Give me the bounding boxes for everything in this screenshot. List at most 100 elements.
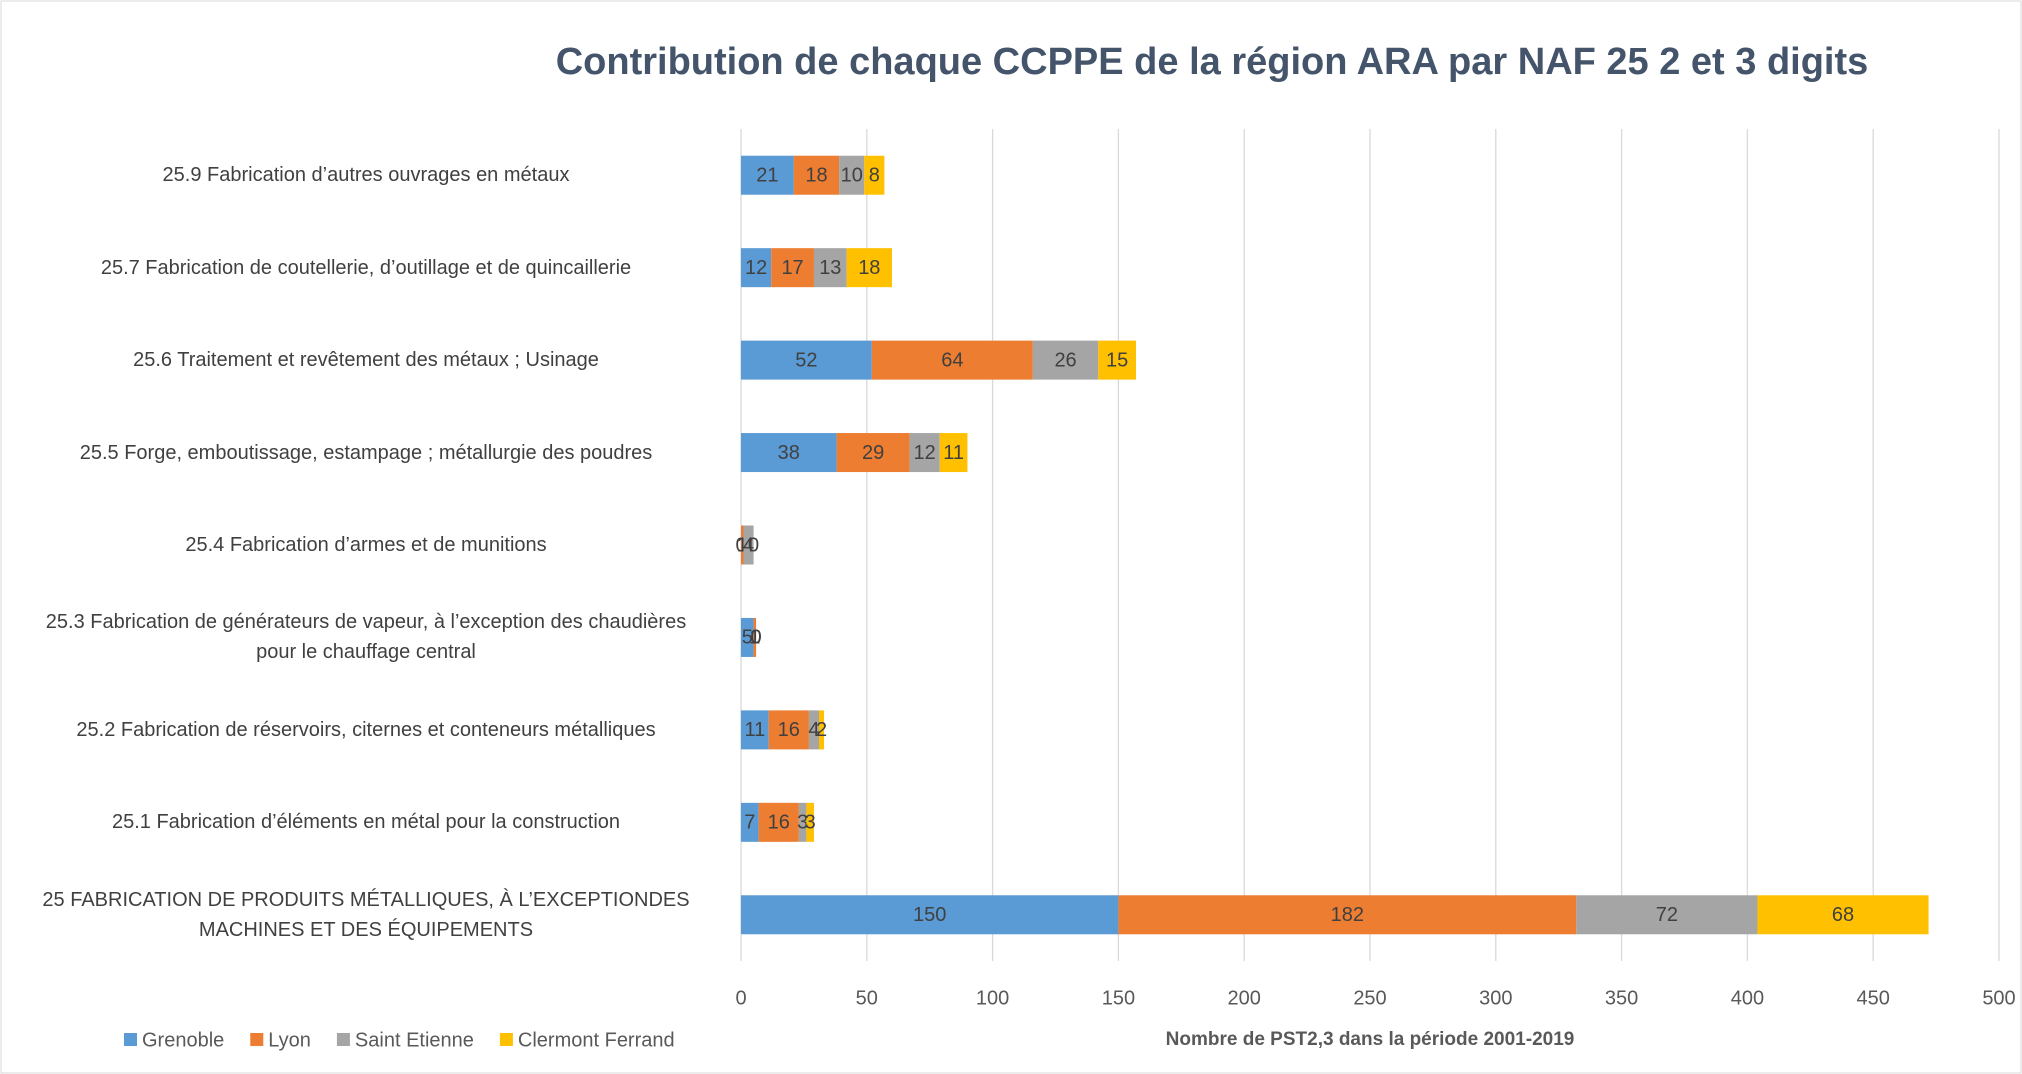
data-label: 12 <box>914 442 936 464</box>
data-label: 0 <box>751 627 762 649</box>
data-label: 182 <box>1331 904 1364 926</box>
data-label: 7 <box>744 812 755 834</box>
data-label: 18 <box>858 257 880 279</box>
data-label: 5 <box>742 627 753 649</box>
bar-segment <box>1757 895 1929 935</box>
category-label: 25.5 Forge, emboutissage, estampage ; mé… <box>79 441 653 464</box>
bar-segment <box>871 340 1033 380</box>
bar-segment <box>741 895 1119 935</box>
bar-segment <box>758 802 799 842</box>
category-label: 25.3 Fabrication de générateurs de vapeu… <box>45 611 687 664</box>
data-label: 29 <box>862 442 884 464</box>
x-tick-label: 500 <box>1982 987 2015 1009</box>
data-label: 12 <box>745 257 767 279</box>
bar-segment <box>771 248 814 288</box>
data-label: 3 <box>805 812 816 834</box>
data-label: 18 <box>805 165 827 187</box>
x-tick-label: 150 <box>1102 987 1135 1009</box>
legend-label: Clermont Ferrand <box>518 1029 675 1051</box>
category-label: 25.4 Fabrication d’armes et de munitions <box>185 534 547 556</box>
data-label: 150 <box>913 904 946 926</box>
data-label: 16 <box>768 812 790 834</box>
category-label: 25 FABRICATION DE PRODUITS MÉTALLIQUES, … <box>42 888 690 941</box>
data-label: 13 <box>819 257 841 279</box>
data-label: 52 <box>795 349 817 371</box>
bar-segment <box>741 155 794 195</box>
bar-segment <box>839 155 865 195</box>
legend-label: Lyon <box>268 1029 311 1051</box>
x-tick-label: 300 <box>1479 987 1512 1009</box>
data-label: 1 <box>737 534 748 556</box>
legend-label: Grenoble <box>142 1029 224 1051</box>
data-label: 0 <box>751 627 762 649</box>
bar-segment <box>743 525 754 565</box>
x-tick-label: 350 <box>1605 987 1638 1009</box>
data-label: 4 <box>743 534 754 556</box>
bar-segment <box>768 710 809 750</box>
bar-segment <box>818 710 825 750</box>
x-tick-label: 400 <box>1731 987 1764 1009</box>
category-label: 25.1 Fabrication d’éléments en métal pou… <box>111 811 621 834</box>
x-tick-label: 0 <box>735 987 746 1009</box>
data-label: 72 <box>1656 904 1678 926</box>
data-label: 11 <box>744 719 765 741</box>
bar-segment <box>741 617 754 657</box>
data-label: 1 <box>749 627 760 649</box>
x-tick-label: 50 <box>856 987 878 1009</box>
data-label: 4 <box>808 719 819 741</box>
bar-segment <box>1576 895 1758 935</box>
bar-segment <box>846 248 892 288</box>
bar-segment <box>741 248 772 288</box>
bar-segment <box>806 802 814 842</box>
bar-segment <box>864 155 885 195</box>
bar-segment <box>808 710 819 750</box>
legend-swatch <box>336 1033 350 1046</box>
data-label: 3 <box>797 812 808 834</box>
x-tick-label: 250 <box>1353 987 1386 1009</box>
data-label: 15 <box>1106 349 1128 371</box>
legend-label: Saint Etienne <box>355 1029 474 1051</box>
data-label: 11 <box>943 442 964 464</box>
bar-segment <box>741 802 759 842</box>
bar-segment <box>1098 340 1137 380</box>
data-label: 38 <box>778 442 800 464</box>
x-tick-label: 450 <box>1857 987 1890 1009</box>
category-label: 25.6 Traitement et revêtement des métaux… <box>133 349 599 372</box>
category-label: 25.7 Fabrication de coutellerie, d’outil… <box>100 256 632 279</box>
chart-title: Contribution de chaque CCPPE de la régio… <box>556 41 1869 83</box>
bar-segment <box>1032 340 1099 380</box>
legend-swatch <box>499 1033 513 1046</box>
bar-segment <box>741 525 744 565</box>
bar-segment <box>741 433 837 473</box>
x-tick-label: 100 <box>976 987 1009 1009</box>
data-label: 0 <box>748 534 759 556</box>
bar-segment <box>741 340 872 380</box>
data-label: 2 <box>816 719 827 741</box>
data-label: 8 <box>869 165 880 187</box>
bar-segment <box>798 802 807 842</box>
bar-segment <box>753 617 757 657</box>
x-axis-label: Nombre de PST2,3 dans la période 2001-20… <box>1166 1029 1575 1050</box>
data-label: 21 <box>756 165 778 187</box>
data-label: 16 <box>778 719 800 741</box>
data-label: 68 <box>1832 904 1854 926</box>
bar-segment <box>836 433 910 473</box>
bar-segment <box>793 155 840 195</box>
bar-segment <box>813 248 847 288</box>
data-label: 64 <box>941 349 963 371</box>
legend-swatch <box>250 1033 264 1046</box>
bar-segment <box>741 710 769 750</box>
bar-segment <box>909 433 940 473</box>
data-label: 10 <box>841 165 863 187</box>
category-label: 25.9 Fabrication d’autres ouvrages en mé… <box>162 164 570 187</box>
bar-segment <box>1118 895 1577 935</box>
data-label: 26 <box>1054 349 1076 371</box>
bar-segment <box>939 433 968 473</box>
legend-swatch <box>124 1033 137 1046</box>
data-label: 17 <box>781 257 803 279</box>
x-tick-label: 200 <box>1228 987 1261 1009</box>
category-label: 25.2 Fabrication de réservoirs, citernes… <box>76 718 656 741</box>
